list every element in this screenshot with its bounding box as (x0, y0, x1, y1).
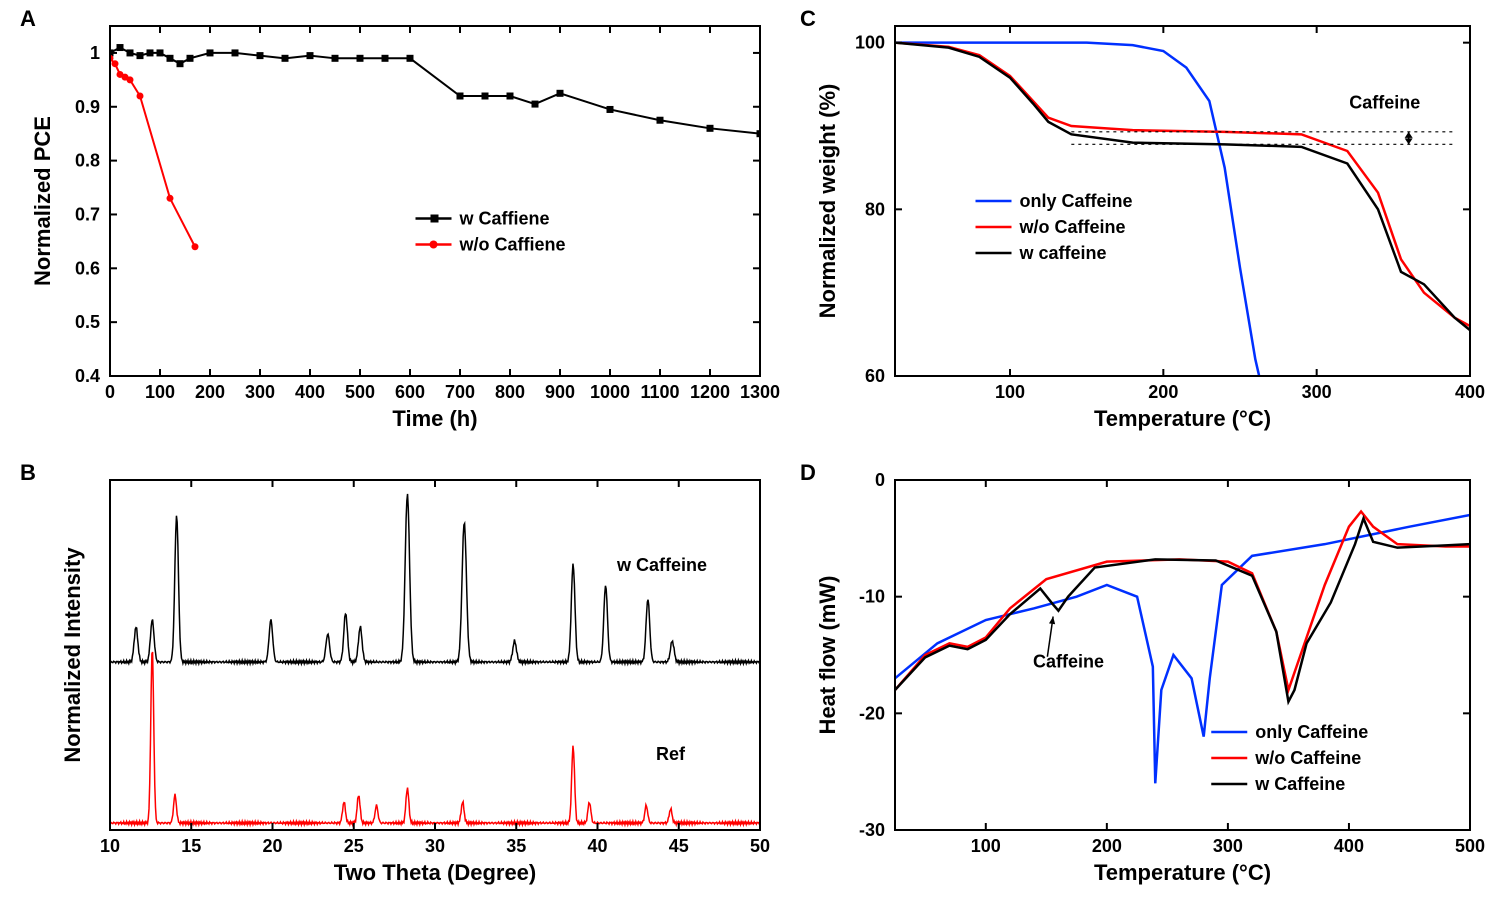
svg-text:400: 400 (1334, 836, 1364, 856)
svg-text:300: 300 (245, 382, 275, 402)
panel-c: 100 200 300 400 Temperature (°C) 60 80 100 Norma… (800, 6, 1490, 446)
svg-text:Normalized Intensity: Normalized Intensity (60, 547, 85, 763)
svg-text:-10: -10 (859, 587, 885, 607)
svg-text:60: 60 (865, 366, 885, 386)
svg-text:0.9: 0.9 (75, 97, 100, 117)
svg-text:1: 1 (90, 43, 100, 63)
svg-text:50: 50 (750, 836, 770, 856)
svg-text:100: 100 (855, 33, 885, 53)
svg-text:Heat flow (mW): Heat flow (mW) (815, 576, 840, 735)
svg-text:80: 80 (865, 199, 885, 219)
svg-text:w Caffeine: w Caffeine (1254, 774, 1345, 794)
svg-text:1300: 1300 (740, 382, 780, 402)
svg-text:0: 0 (875, 470, 885, 490)
svg-text:w caffeine: w caffeine (1019, 243, 1107, 263)
panel-d: 100 200 300 400 500 Temperature (°C) -30 -20 -10… (800, 460, 1490, 900)
svg-text:45: 45 (669, 836, 689, 856)
svg-text:Normalized weight (%): Normalized weight (%) (815, 84, 840, 319)
svg-text:400: 400 (295, 382, 325, 402)
svg-text:1200: 1200 (690, 382, 730, 402)
svg-text:w/o Caffeine: w/o Caffeine (1254, 748, 1361, 768)
svg-text:100: 100 (971, 836, 1001, 856)
panel-a: 0 100 200 300 400 500 600 700 800 900 1000 1100 1200… (20, 6, 780, 446)
svg-text:500: 500 (1455, 836, 1485, 856)
svg-text:1000: 1000 (590, 382, 630, 402)
svg-text:25: 25 (344, 836, 364, 856)
svg-text:Time (h): Time (h) (392, 406, 477, 431)
svg-text:200: 200 (195, 382, 225, 402)
svg-text:300: 300 (1302, 382, 1332, 402)
svg-text:100: 100 (995, 382, 1025, 402)
svg-text:Ref: Ref (656, 744, 686, 764)
svg-text:0: 0 (105, 382, 115, 402)
svg-text:w/o Caffeine: w/o Caffeine (1019, 217, 1126, 237)
svg-text:0.4: 0.4 (75, 366, 100, 386)
svg-text:-30: -30 (859, 820, 885, 840)
svg-text:0.6: 0.6 (75, 258, 100, 278)
svg-text:400: 400 (1455, 382, 1485, 402)
svg-text:w Caffiene: w Caffiene (459, 209, 550, 229)
svg-text:20: 20 (262, 836, 282, 856)
svg-text:35: 35 (506, 836, 526, 856)
svg-text:Normalized PCE: Normalized PCE (30, 116, 55, 286)
svg-text:15: 15 (181, 836, 201, 856)
svg-text:500: 500 (345, 382, 375, 402)
svg-text:300: 300 (1213, 836, 1243, 856)
svg-text:Temperature (°C): Temperature (°C) (1094, 860, 1271, 885)
svg-text:100: 100 (145, 382, 175, 402)
svg-text:200: 200 (1148, 382, 1178, 402)
svg-text:1100: 1100 (640, 382, 679, 402)
svg-text:0.7: 0.7 (75, 204, 100, 224)
svg-text:30: 30 (425, 836, 445, 856)
svg-text:Caffeine: Caffeine (1033, 651, 1104, 671)
svg-text:0.5: 0.5 (75, 312, 100, 332)
svg-text:only Caffeine: only Caffeine (1255, 722, 1368, 742)
svg-text:700: 700 (445, 382, 475, 402)
svg-text:w/o Caffiene: w/o Caffiene (459, 235, 566, 255)
svg-text:Caffeine: Caffeine (1349, 92, 1420, 112)
svg-text:800: 800 (495, 382, 525, 402)
svg-text:0.8: 0.8 (75, 151, 100, 171)
svg-text:900: 900 (545, 382, 575, 402)
svg-text:w Caffeine: w Caffeine (616, 555, 707, 575)
svg-text:40: 40 (587, 836, 607, 856)
svg-text:600: 600 (395, 382, 425, 402)
svg-text:only Caffeine: only Caffeine (1020, 191, 1133, 211)
svg-text:Two Theta (Degree): Two Theta (Degree) (334, 860, 537, 885)
svg-text:Temperature (°C): Temperature (°C) (1094, 406, 1271, 431)
svg-text:-20: -20 (859, 703, 885, 723)
panel-b: w Caffeine Ref 10 15 20 25 30 35 40 45 50 Two Theta… (20, 460, 780, 900)
svg-text:200: 200 (1092, 836, 1122, 856)
svg-text:10: 10 (100, 836, 120, 856)
figure: A B C D 01002003004005006007008009001000… (0, 0, 1508, 922)
